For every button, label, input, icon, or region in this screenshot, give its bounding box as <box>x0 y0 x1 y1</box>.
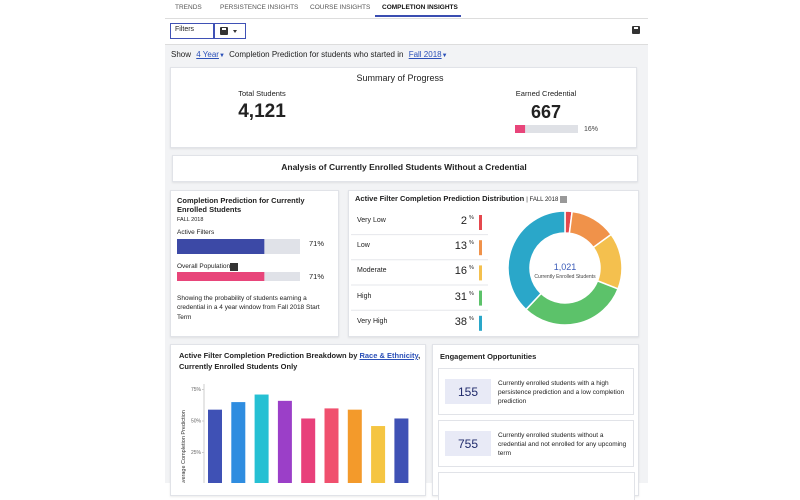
row-swatch <box>479 240 482 256</box>
distribution-header: Active Filter Completion Prediction Dist… <box>355 194 568 204</box>
engagement-title: Engagement Opportunities <box>440 352 537 361</box>
item-text: Currently enrolled students with a high … <box>498 380 625 406</box>
engagement-item[interactable]: 155 Currently enrolled students with a hi… <box>438 368 634 415</box>
y-axis-label: Average Completion Prediction <box>181 410 187 483</box>
tab-underline <box>375 15 461 17</box>
total-label: Total Students <box>238 89 286 98</box>
bar <box>277 400 292 483</box>
info-square[interactable] <box>230 263 238 271</box>
distribution-term: | FALL 2018 <box>526 197 559 203</box>
chart-title: Active Filter Completion Prediction Brea… <box>179 351 358 360</box>
row-label: High <box>357 292 372 300</box>
tab[interactable]: COMPLETION INSIGHTS <box>382 4 458 11</box>
prediction-description: Showing the probability of students earn… <box>177 295 320 321</box>
show-line: Show 4 Year▼ Completion Prediction for s… <box>171 50 448 60</box>
breakdown-title: Active Filter Completion Prediction Brea… <box>179 351 421 361</box>
bar-value-label: 71% <box>309 272 325 281</box>
tab[interactable]: COURSE INSIGHTS <box>310 4 371 11</box>
donut-segment <box>507 210 566 311</box>
row-swatch <box>479 315 482 331</box>
bar <box>394 418 409 483</box>
prediction-card <box>170 190 339 337</box>
row-label: Very High <box>357 317 388 325</box>
caret: ▼ <box>218 53 225 59</box>
row-swatch <box>479 290 482 306</box>
row-unit: % <box>469 240 474 247</box>
item-text: Currently enrolled students without a cr… <box>498 432 627 458</box>
count: 155 <box>457 385 479 399</box>
earned-label: Earned Credential <box>515 89 577 98</box>
save-icon <box>220 27 237 35</box>
count-box <box>445 379 491 404</box>
bar-label: Active Filters <box>177 229 215 236</box>
bar-label: Overall Population <box>177 263 231 270</box>
row-label: Very Low <box>357 217 386 224</box>
row-label: Moderate <box>357 267 387 275</box>
y-tick-label: 25% <box>191 450 202 456</box>
row-unit: % <box>469 215 474 221</box>
chart-title-suffix: , <box>418 351 421 360</box>
tab[interactable]: PERSISTENCE INSIGHTS <box>220 4 299 11</box>
earned-value: 667 <box>530 102 562 122</box>
total-value: 4,121 <box>238 101 286 122</box>
show-text: Completion Prediction for students who s… <box>229 50 404 59</box>
bar <box>371 426 386 483</box>
summary-title: Summary of Progress <box>356 73 444 83</box>
donut-segment <box>524 279 619 326</box>
y-tick-label: 50% <box>191 419 202 425</box>
count-box <box>445 431 491 456</box>
marks-layer: 25% 50% 75% Average Completion Prediction <box>177 125 623 483</box>
save-menu-button[interactable] <box>214 23 246 39</box>
bar <box>347 409 362 483</box>
tab[interactable]: TRENDS <box>175 4 202 11</box>
save-icon-right[interactable] <box>632 26 641 35</box>
donut-total: 1,021 <box>553 262 577 272</box>
row-label: Low <box>357 242 370 250</box>
show-label: Show <box>171 50 192 59</box>
y-tick-label: 75% <box>191 387 202 393</box>
engagement-item[interactable]: 755 Currently enrolled students without a… <box>438 420 634 467</box>
row-unit: % <box>469 265 474 272</box>
filters-label: Filters <box>175 26 195 33</box>
bar <box>231 402 246 483</box>
row-swatch <box>479 265 482 281</box>
bar <box>254 394 269 483</box>
count: 755 <box>457 437 479 451</box>
bar <box>208 409 222 483</box>
row-unit: % <box>469 315 474 322</box>
caret: ▼ <box>441 53 448 59</box>
info-square[interactable] <box>560 195 568 203</box>
donut-total-label: Currently Enrolled Students <box>534 274 596 280</box>
row-unit: % <box>469 290 474 297</box>
bar <box>324 408 339 483</box>
bar-value-label: 71% <box>309 239 325 248</box>
chart-subtitle: Currently Enrolled Students Only <box>179 362 298 371</box>
row-value: 13 <box>454 240 467 253</box>
row-swatch <box>479 215 482 230</box>
summary-card <box>170 67 637 148</box>
earned-percent: 16% <box>584 126 599 133</box>
chart-title-link[interactable]: Race & Ethnicity <box>359 351 419 360</box>
progress-track <box>515 125 578 133</box>
progress-fill <box>515 125 526 133</box>
bar <box>301 418 316 483</box>
term-dropdown[interactable]: Fall 2018 <box>408 50 442 59</box>
row-value: 16 <box>454 265 467 278</box>
filters-button[interactable]: Filters <box>170 23 214 39</box>
period-dropdown[interactable]: 4 Year <box>196 50 219 59</box>
row-value: 2 <box>460 215 467 227</box>
prediction-term: FALL 2018 <box>177 217 204 223</box>
analysis-title: Analysis of Currently Enrolled Students … <box>281 162 527 172</box>
engagement-item[interactable] <box>438 472 635 500</box>
bar <box>177 239 265 254</box>
prediction-title: Completion Prediction for Currently Enro… <box>177 196 305 214</box>
tab-bar <box>165 0 648 19</box>
row-value: 31 <box>454 290 467 303</box>
analysis-card <box>172 155 638 182</box>
row-value: 38 <box>454 315 467 328</box>
bar <box>177 272 265 281</box>
distribution-title: Active Filter Completion Prediction Dist… <box>355 194 525 203</box>
